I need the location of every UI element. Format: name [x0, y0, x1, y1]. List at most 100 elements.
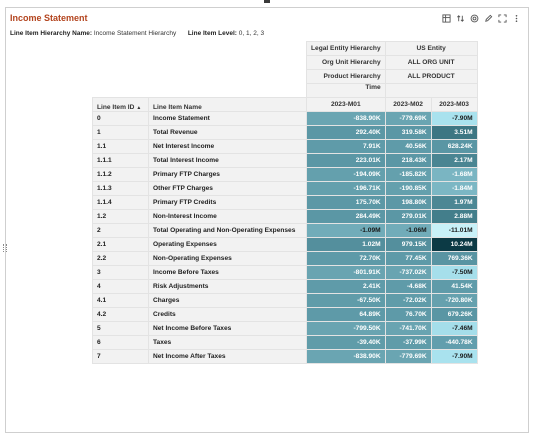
value-cell[interactable]: 175.70K — [306, 195, 386, 210]
line-item-id: 2.1 — [92, 237, 149, 252]
line-item-name: Charges — [148, 293, 307, 308]
table-row[interactable]: 1.1 Net Interest Income 7.91K 40.56K 628.24K — [92, 139, 478, 154]
value-cell[interactable]: 1.02M — [306, 237, 386, 252]
value-cell[interactable]: 3.51M — [430, 125, 478, 140]
line-item-name: Other FTP Charges — [148, 181, 307, 196]
value-cell[interactable]: 41.54K — [430, 279, 478, 294]
hierarchy-value[interactable]: ALL PRODUCT — [384, 69, 478, 84]
value-cell[interactable]: -190.85K — [384, 181, 432, 196]
value-cell[interactable]: -799.50K — [306, 321, 386, 336]
table-row[interactable]: 3 Income Before Taxes -801.91K -737.02K -7.5… — [92, 265, 478, 280]
value-cell[interactable]: -11.01M — [430, 223, 478, 238]
value-cell[interactable]: -741.70K — [384, 321, 432, 336]
table-row[interactable]: 1.2 Non-Interest Income 284.49K 279.01K 2.88… — [92, 209, 478, 224]
value-cell[interactable]: 77.45K — [384, 251, 432, 266]
value-cell[interactable]: -737.02K — [384, 265, 432, 280]
value-cell[interactable]: 64.89K — [306, 307, 386, 322]
value-cell[interactable]: 2.17M — [430, 153, 478, 168]
period-column-header[interactable]: 2023-M01 — [306, 97, 386, 112]
value-cell[interactable]: -779.69K — [384, 111, 432, 126]
table-row[interactable]: 1.1.3 Other FTP Charges -196.71K -190.85K -1… — [92, 181, 478, 196]
value-cell[interactable]: 7.91K — [306, 139, 386, 154]
table-row[interactable]: 1 Total Revenue 292.40K 319.58K 3.51M — [92, 125, 478, 140]
value-cell[interactable]: 679.26K — [430, 307, 478, 322]
table-row[interactable]: 1.1.2 Primary FTP Charges -194.09K -185.82K… — [92, 167, 478, 182]
value-cell[interactable]: 628.24K — [430, 139, 478, 154]
value-cell[interactable]: 292.40K — [306, 125, 386, 140]
line-item-id: 6 — [92, 335, 149, 350]
edit-icon[interactable] — [483, 13, 493, 23]
value-cell[interactable]: -194.09K — [306, 167, 386, 182]
column-header-line-item-name[interactable]: Line Item Name — [148, 97, 307, 112]
sort-ascending-icon[interactable]: ▲ — [136, 105, 142, 111]
target-icon[interactable] — [469, 13, 479, 23]
hierarchy-value[interactable]: ALL ORG UNIT — [384, 55, 478, 70]
value-cell[interactable]: -440.78K — [430, 335, 478, 350]
value-cell[interactable]: 284.49K — [306, 209, 386, 224]
value-cell[interactable]: 279.01K — [384, 209, 432, 224]
value-cell[interactable]: -67.50K — [306, 293, 386, 308]
table-row[interactable]: 6 Taxes -39.40K -37.99K -440.78K — [92, 335, 478, 350]
table-row[interactable]: 0 Income Statement -838.90K -779.69K -7.90M — [92, 111, 478, 126]
value-cell[interactable]: -39.40K — [306, 335, 386, 350]
more-icon[interactable] — [511, 13, 521, 23]
line-item-id: 1 — [92, 125, 149, 140]
table-row[interactable]: 2.2 Non-Operating Expenses 72.70K 77.45K 769… — [92, 251, 478, 266]
table-view-icon[interactable] — [441, 13, 451, 23]
table-row[interactable]: 1.1.4 Primary FTP Credits 175.70K 198.80K 1.… — [92, 195, 478, 210]
value-cell[interactable]: -1.68M — [430, 167, 478, 182]
hierarchy-label: Product Hierarchy — [306, 69, 386, 84]
value-cell[interactable]: -4.68K — [384, 279, 432, 294]
value-cell[interactable]: -838.90K — [306, 349, 386, 364]
table-row[interactable]: 4.1 Charges -67.50K -72.02K -720.80K — [92, 293, 478, 308]
column-header-line-item-id[interactable]: Line Item ID ▲ — [92, 97, 149, 112]
value-cell[interactable]: -1.06M — [384, 223, 432, 238]
table-row[interactable]: 4.2 Credits 64.89K 76.70K 679.26K — [92, 307, 478, 322]
value-cell[interactable]: -7.50M — [430, 265, 478, 280]
value-cell[interactable]: 72.70K — [306, 251, 386, 266]
value-cell[interactable]: 198.80K — [384, 195, 432, 210]
value-cell[interactable]: -7.90M — [430, 111, 478, 126]
line-item-name: Risk Adjustments — [148, 279, 307, 294]
value-cell[interactable]: -37.99K — [384, 335, 432, 350]
hierarchy-value[interactable]: US Entity — [384, 41, 478, 56]
value-cell[interactable]: -196.71K — [306, 181, 386, 196]
value-cell[interactable]: -1.09M — [306, 223, 386, 238]
value-cell[interactable]: 979.15K — [384, 237, 432, 252]
value-cell[interactable]: 769.36K — [430, 251, 478, 266]
resize-handle[interactable] — [3, 244, 7, 252]
table-row[interactable]: 4 Risk Adjustments 2.41K -4.68K 41.54K — [92, 279, 478, 294]
expand-icon[interactable] — [497, 13, 507, 23]
value-cell[interactable]: 2.88M — [430, 209, 478, 224]
table-row[interactable]: 1.1.1 Total Interest Income 223.01K 218.43K… — [92, 153, 478, 168]
table-row[interactable]: 7 Net Income After Taxes -838.90K -779.69K -… — [92, 349, 478, 364]
period-column-header[interactable]: 2023-M03 — [430, 97, 478, 112]
value-cell[interactable]: 40.56K — [384, 139, 432, 154]
line-item-name: Total Interest Income — [148, 153, 307, 168]
value-cell[interactable]: -1.84M — [430, 181, 478, 196]
table-row[interactable]: 2 Total Operating and Non-Operating Expen… — [92, 223, 478, 238]
value-cell[interactable]: -838.90K — [306, 111, 386, 126]
hierarchy-info: Line Item Hierarchy Name: Income Stateme… — [10, 30, 264, 37]
drag-grip[interactable] — [264, 0, 270, 3]
value-cell[interactable]: -7.46M — [430, 321, 478, 336]
line-item-id: 4.2 — [92, 307, 149, 322]
value-cell[interactable]: 319.58K — [384, 125, 432, 140]
table-row[interactable]: 2.1 Operating Expenses 1.02M 979.15K 10.24M — [92, 237, 478, 252]
value-cell[interactable]: 10.24M — [430, 237, 478, 252]
value-cell[interactable]: 2.41K — [306, 279, 386, 294]
value-cell[interactable]: -801.91K — [306, 265, 386, 280]
value-cell[interactable]: 218.43K — [384, 153, 432, 168]
value-cell[interactable]: 76.70K — [384, 307, 432, 322]
period-column-header[interactable]: 2023-M02 — [384, 97, 432, 112]
value-cell[interactable]: 223.01K — [306, 153, 386, 168]
sort-icon[interactable] — [455, 13, 465, 23]
value-cell[interactable]: -185.82K — [384, 167, 432, 182]
value-cell[interactable]: -779.69K — [384, 349, 432, 364]
value-cell[interactable]: 1.97M — [430, 195, 478, 210]
value-cell[interactable]: -720.80K — [430, 293, 478, 308]
line-item-name: Non-Operating Expenses — [148, 251, 307, 266]
value-cell[interactable]: -72.02K — [384, 293, 432, 308]
value-cell[interactable]: -7.90M — [430, 349, 478, 364]
table-row[interactable]: 5 Net Income Before Taxes -799.50K -741.70K… — [92, 321, 478, 336]
